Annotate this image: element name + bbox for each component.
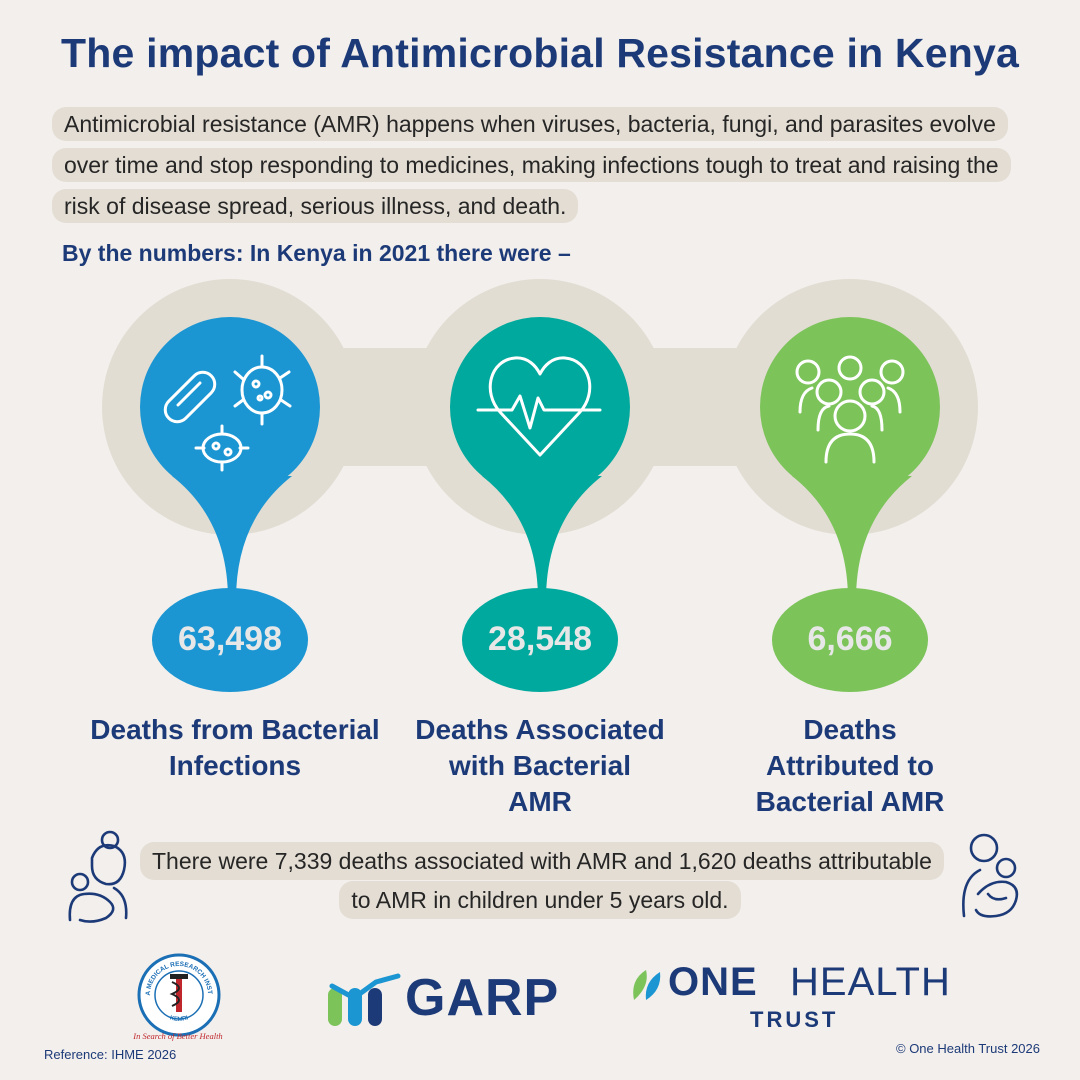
intro-paragraph: Antimicrobial resistance (AMR) happens w… [52,104,1032,227]
oht-logo-one: ONE [668,960,758,1004]
kemri-motto: In Search of Better Health [133,1031,223,1041]
children-note: There were 7,339 deaths associated with … [140,842,944,920]
kemri-acronym: KEMRI [169,1015,190,1023]
parent-child-icon [962,833,1019,918]
garp-logo-text: GARP [405,969,560,1027]
stat-label-3: Deaths Attributed to Bacterial AMR [755,714,945,817]
stat-pin-1 [140,317,320,692]
stat-pin-2 [450,317,630,692]
stat-value-1: 63,498 [178,620,282,658]
stat-label-2: Deaths Associated with Bacterial AMR [415,714,665,817]
kemri-logo: KENYA MEDICAL RESEARCH INSTITUTE KEMRI [136,952,221,1037]
garp-logo-mark [328,973,401,1026]
children-note-text: There were 7,339 deaths associated with … [140,842,944,919]
numbers-subheading: By the numbers: In Kenya in 2021 there w… [62,240,571,266]
stat-value-2: 28,548 [488,620,592,658]
stat-value-3: 6,666 [807,620,893,658]
reference-text: Reference: IHME 2026 [44,1047,177,1062]
bacteria-icon [163,354,292,472]
heartbeat-icon [476,356,602,457]
leaf-icon [633,970,661,1000]
stat-label-1: Deaths from Bacterial Infections [90,714,380,781]
page-title: The impact of Antimicrobial Resistance i… [61,30,1019,76]
people-group-icon [795,355,905,464]
stats-graphic [102,279,978,692]
oht-logo-health: HEALTH [790,960,951,1004]
mother-child-icon [68,830,128,923]
oht-logo-trust: TRUST [750,1007,839,1032]
copyright-text: © One Health Trust 2026 [896,1041,1040,1056]
svg-text:KEMRI: KEMRI [169,1015,190,1023]
intro-text: Antimicrobial resistance (AMR) happens w… [52,107,1011,223]
